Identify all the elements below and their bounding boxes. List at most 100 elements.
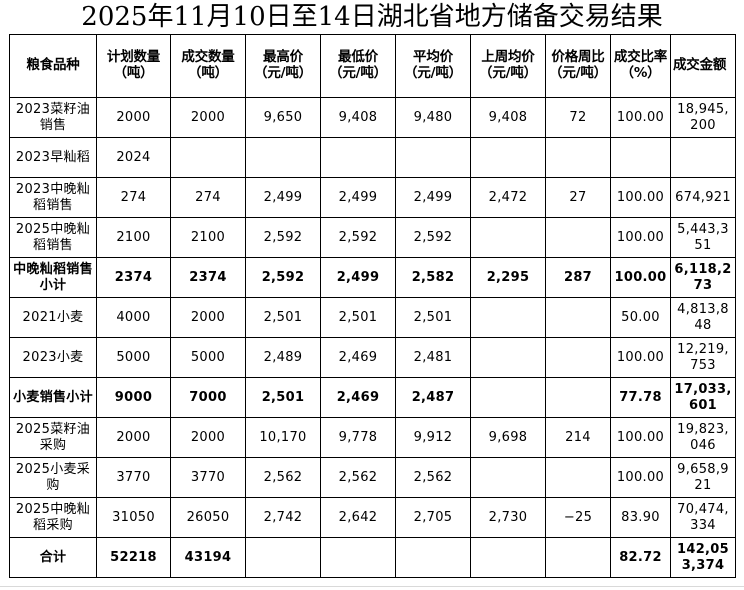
below-table-spacer: [0, 578, 744, 586]
table-row: 2023中晚籼稻销售 274 274 2,499 2,499 2,499 2,472 27 10…: [9, 177, 736, 218]
table-row: 2025中晚籼稻采购 31050 26050 2,742 2,642 2,705 2,730…: [9, 497, 736, 538]
column-header-last_week_avg: 上周均价 （元/吨）: [470, 34, 546, 98]
column-header-trade_ratio: 成交比率 （%）: [610, 34, 671, 98]
column-header-line: 计划数量: [106, 49, 161, 66]
cell-price_wow: −25: [545, 497, 611, 538]
cell-total_amount: 9,658,921: [670, 457, 736, 498]
cell-lowest_price: [320, 137, 396, 178]
cell-trade_ratio: 77.78: [610, 377, 671, 418]
cell-traded_qty: 7000: [170, 377, 246, 418]
cell-planned_qty: 31050: [96, 497, 171, 538]
column-header-line: 价格周比: [551, 49, 605, 66]
column-header-line: （元/吨）: [329, 65, 387, 81]
cell-lowest_price: 2,499: [320, 177, 396, 218]
cell-average_price: 2,481: [395, 337, 471, 378]
cell-lowest_price: 2,592: [320, 217, 396, 258]
cell-lowest_price: 9,778: [320, 417, 396, 458]
cell-price_wow: [545, 377, 611, 418]
cell-highest_price: 2,562: [245, 457, 321, 498]
table-row: 2025中晚籼稻销售 2100 2100 2,592 2,592 2,592 100.00 5…: [9, 217, 736, 258]
cell-average_price: 2,582: [395, 257, 471, 298]
cell-last_week_avg: [470, 137, 546, 178]
cell-variety: 2025中晚籼稻采购: [9, 497, 97, 538]
column-header-line: 成交数量: [181, 49, 235, 66]
cell-last_week_avg: [470, 377, 546, 418]
cell-variety: 2023菜籽油销售: [9, 97, 97, 138]
cell-planned_qty: 2100: [96, 217, 171, 258]
table-row: 2023菜籽油销售 2000 2000 9,650 9,408 9,480 9,408 72 1…: [9, 97, 736, 138]
cell-total_amount: 4,813,848: [670, 297, 736, 338]
column-header-line: 平均价: [413, 49, 453, 66]
cell-traded_qty: [170, 137, 246, 178]
cell-variety: 合计: [9, 537, 97, 578]
column-header-line: （元/吨）: [549, 65, 607, 81]
cell-trade_ratio: 100.00: [610, 257, 671, 298]
column-header-line: 最高价: [263, 49, 303, 66]
cell-planned_qty: 9000: [96, 377, 171, 418]
cell-last_week_avg: 2,295: [470, 257, 546, 298]
cell-lowest_price: 2,499: [320, 257, 396, 298]
cell-highest_price: [245, 537, 321, 578]
table-row: 2025菜籽油采购 2000 2000 10,170 9,778 9,912 9,698 21…: [9, 417, 736, 458]
table-row: 2023小麦 5000 5000 2,489 2,469 2,481 100.00 12,21…: [9, 337, 736, 378]
cell-planned_qty: 4000: [96, 297, 171, 338]
cell-lowest_price: 2,562: [320, 457, 396, 498]
cell-planned_qty: 2374: [96, 257, 171, 298]
column-header-total_amount: 成交金额（元）: [670, 34, 736, 98]
cell-traded_qty: 5000: [170, 337, 246, 378]
cell-price_wow: [545, 457, 611, 498]
cell-traded_qty: 2374: [170, 257, 246, 298]
cell-planned_qty: 2000: [96, 97, 171, 138]
cell-average_price: 2,499: [395, 177, 471, 218]
column-header-price_wow: 价格周比 （元/吨）: [545, 34, 611, 98]
table-row: 2025小麦采购 3770 3770 2,562 2,562 2,562 100.00 9,6…: [9, 457, 736, 498]
cell-price_wow: [545, 337, 611, 378]
table-header-row: 粮食品种 计划数量 （吨） 成交数量 （吨） 最高价 （元/吨） 最低价 （元/吨） 平均价 （元/…: [9, 34, 736, 98]
column-header-line: （元/吨）: [254, 65, 312, 81]
cell-trade_ratio: 100.00: [610, 337, 671, 378]
cell-variety: 小麦销售小计: [9, 377, 97, 418]
cell-highest_price: 2,592: [245, 257, 321, 298]
cell-last_week_avg: 9,408: [470, 97, 546, 138]
cell-variety: 2023中晚籼稻销售: [9, 177, 97, 218]
cell-trade_ratio: 100.00: [610, 417, 671, 458]
cell-highest_price: [245, 137, 321, 178]
cell-variety: 2025中晚籼稻销售: [9, 217, 97, 258]
cell-variety: 2021小麦: [9, 297, 97, 338]
cell-variety: 2025小麦采购: [9, 457, 97, 498]
cell-last_week_avg: [470, 337, 546, 378]
column-header-line: （元/吨）: [404, 65, 462, 81]
cell-planned_qty: 2024: [96, 137, 171, 178]
cell-last_week_avg: [470, 217, 546, 258]
cell-price_wow: [545, 297, 611, 338]
cell-highest_price: 2,489: [245, 337, 321, 378]
table-row: 合计 52218 43194 82.72 142,053,374: [9, 537, 736, 578]
table-body: 2023菜籽油销售 2000 2000 9,650 9,408 9,480 9,408 72 1…: [9, 97, 736, 578]
cell-average_price: 2,592: [395, 217, 471, 258]
cell-highest_price: 2,501: [245, 297, 321, 338]
cell-average_price: 2,705: [395, 497, 471, 538]
cell-total_amount: 5,443,351: [670, 217, 736, 258]
column-header-average_price: 平均价 （元/吨）: [395, 34, 471, 98]
cell-traded_qty: 274: [170, 177, 246, 218]
trade-results-table: 粮食品种 计划数量 （吨） 成交数量 （吨） 最高价 （元/吨） 最低价 （元/吨） 平均价 （元/…: [9, 34, 736, 578]
cell-variety: 2023小麦: [9, 337, 97, 378]
column-header-line: （吨）: [113, 65, 154, 81]
cell-total_amount: [670, 137, 736, 178]
table-row: 中晚籼稻销售小计 2374 2374 2,592 2,499 2,582 2,295 287 1…: [9, 257, 736, 298]
cell-last_week_avg: 9,698: [470, 417, 546, 458]
cell-traded_qty: 3770: [170, 457, 246, 498]
cell-trade_ratio: 100.00: [610, 457, 671, 498]
cell-traded_qty: 26050: [170, 497, 246, 538]
column-header-line: 成交金额（元）: [673, 57, 735, 74]
cell-traded_qty: 43194: [170, 537, 246, 578]
cell-trade_ratio: 83.90: [610, 497, 671, 538]
column-header-line: 上周均价: [481, 49, 535, 66]
column-header-traded_qty: 成交数量 （吨）: [170, 34, 246, 98]
cell-total_amount: 19,823,046: [670, 417, 736, 458]
cell-total_amount: 6,118,273: [670, 257, 736, 298]
cell-total_amount: 70,474,334: [670, 497, 736, 538]
column-header-lowest_price: 最低价 （元/吨）: [320, 34, 396, 98]
cell-last_week_avg: [470, 297, 546, 338]
column-header-line: （吨）: [188, 65, 228, 81]
